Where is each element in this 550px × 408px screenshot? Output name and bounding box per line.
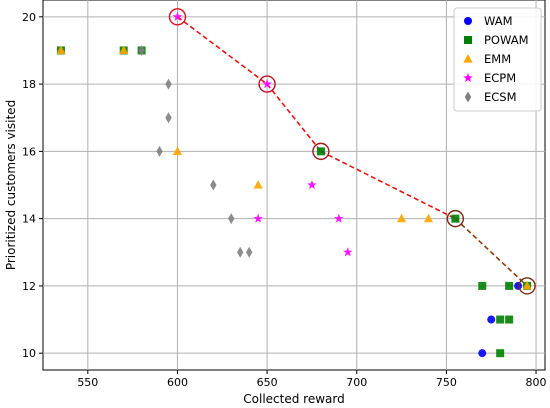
y-axis-title: Prioritized customers visited	[4, 100, 18, 270]
ticks: 550 600 650 700 750 800 10 12 14 16 18 20	[22, 11, 547, 389]
emm-point	[423, 213, 434, 223]
legend-marker-wam	[464, 17, 472, 25]
powam-point	[496, 349, 505, 358]
legend-box	[453, 7, 542, 112]
series-ecsm	[138, 44, 253, 258]
emm-point	[396, 213, 407, 223]
emm-point	[522, 280, 532, 290]
wam-point	[478, 349, 487, 358]
legend-marker-powam	[464, 36, 472, 44]
x-tick-label: 750	[436, 376, 457, 389]
pareto-front-segment	[266, 83, 322, 152]
pareto-front-circle	[168, 8, 187, 26]
y-tick-label: 12	[22, 280, 36, 293]
grid	[43, 0, 545, 370]
y-tick-label: 20	[22, 11, 36, 24]
ecpm-point	[253, 213, 263, 223]
legend-label-powam: POWAM	[484, 33, 529, 47]
pareto-front-segment	[454, 218, 528, 287]
pareto-front-segment	[176, 16, 268, 85]
pareto-front-circle	[312, 142, 330, 161]
data-points	[56, 8, 536, 358]
series-wam	[478, 281, 523, 358]
powam-point	[496, 315, 505, 324]
x-tick-label: 800	[526, 376, 547, 389]
ecsm-point	[228, 213, 235, 225]
y-tick-label: 14	[22, 213, 36, 226]
ecpm-point	[262, 79, 272, 89]
legend-label-emm: EMM	[484, 52, 511, 66]
legend-label-wam: WAM	[484, 14, 513, 28]
pareto-front-circle	[258, 75, 276, 93]
pareto-front-segment	[320, 150, 456, 220]
powam-point	[478, 281, 487, 290]
ecsm-point	[210, 179, 217, 191]
pareto-front-circle	[518, 277, 536, 295]
y-tick-label: 16	[22, 145, 36, 158]
legend-marker-ecpm	[463, 73, 473, 83]
x-tick-label: 600	[167, 376, 188, 389]
ecpm-point	[343, 247, 353, 257]
powam-point	[451, 214, 460, 223]
legend-label-ecsm: ECSM	[484, 90, 517, 104]
x-tick-label: 700	[346, 376, 367, 389]
ecsm-point	[156, 145, 163, 157]
y-tick-label: 10	[22, 347, 36, 360]
x-tick-label: 550	[77, 376, 98, 389]
x-axis-title: Collected reward	[243, 392, 344, 406]
ecpm-point	[334, 213, 344, 223]
x-tick-label: 650	[257, 376, 278, 389]
wam-point	[514, 281, 523, 290]
ecsm-point	[138, 44, 145, 56]
powam-point	[505, 315, 514, 324]
powam-point	[505, 281, 514, 290]
legend-marker-ecsm	[464, 91, 472, 103]
y-tick-label: 18	[22, 78, 36, 91]
series-ecpm	[172, 11, 353, 257]
wam-point	[487, 315, 496, 324]
legend-label-ecpm: ECPM	[484, 71, 516, 85]
emm-point	[119, 45, 129, 55]
legend-marker-emm	[463, 54, 473, 63]
ecpm-point	[307, 180, 317, 190]
emm-point	[253, 180, 263, 189]
emm-point	[172, 146, 183, 155]
pareto-front	[176, 16, 528, 287]
ecsm-point	[165, 78, 172, 90]
ecsm-point	[237, 246, 244, 258]
emm-point	[56, 45, 66, 55]
pareto-front-circle	[446, 209, 465, 228]
ecsm-point	[165, 112, 172, 124]
legend: WAM POWAM EMM ECPM ECSM	[453, 7, 542, 112]
ecsm-point	[245, 246, 253, 258]
ecpm-point	[172, 11, 183, 21]
powam-point	[316, 147, 325, 156]
series-emm	[56, 45, 532, 290]
